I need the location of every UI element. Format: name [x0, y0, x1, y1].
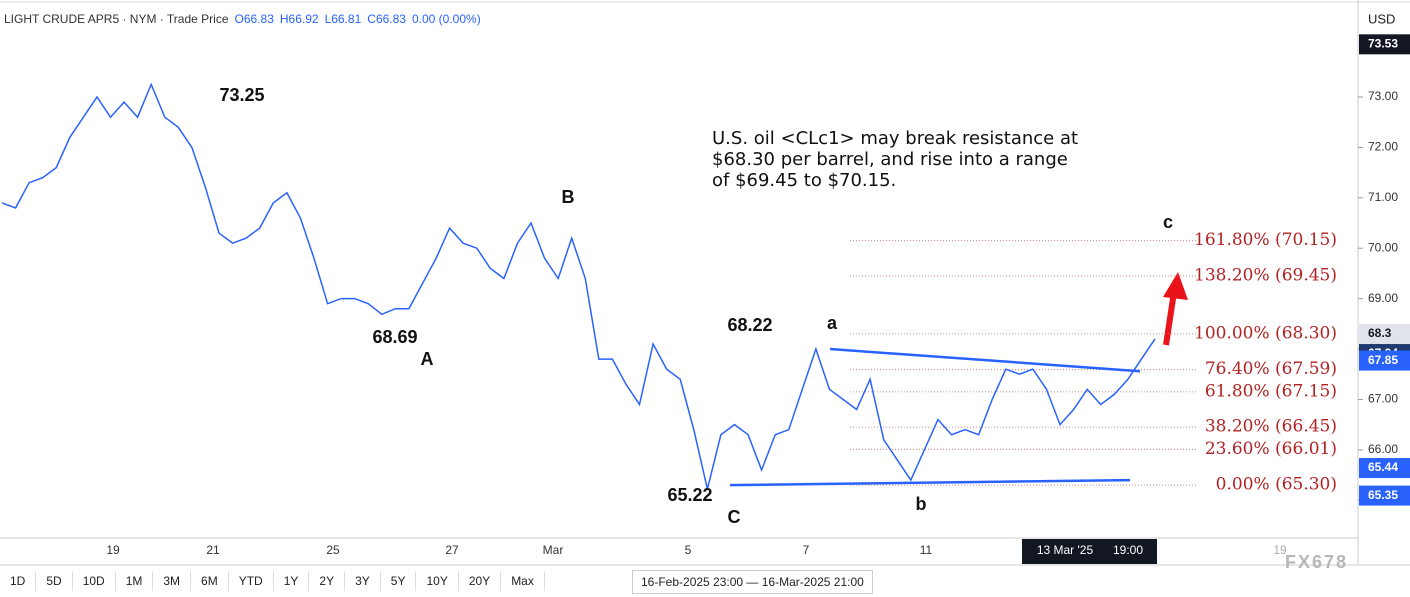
arrow-head [1163, 272, 1188, 300]
fib-label: 23.60% (66.01) [1205, 439, 1337, 459]
y-tick-label: 72.00 [1368, 140, 1398, 154]
range-button[interactable]: 20Y [459, 571, 502, 591]
x-tick-label: Mar [543, 543, 564, 557]
range-button[interactable]: YTD [229, 571, 274, 591]
price-tag-label: 65.44 [1368, 460, 1398, 474]
wave-label: C [728, 507, 741, 527]
annotation: U.S. oil <CLc1> may break resistance at [712, 128, 1078, 149]
price-tag [1359, 350, 1410, 371]
range-button[interactable]: 6M [191, 571, 229, 591]
trendline [729, 478, 1131, 487]
date-to: 16-Mar-2025 21:00 [761, 575, 864, 589]
wave-label: A [421, 349, 434, 369]
y-tick-label: 70.00 [1368, 240, 1398, 254]
range-button[interactable]: 1Y [274, 571, 310, 591]
currency[interactable]: USD [1368, 11, 1395, 26]
y-tick-label: 73.00 [1368, 89, 1398, 103]
wave-label: a [827, 313, 838, 333]
fib-label: 38.20% (66.45) [1205, 417, 1337, 437]
range-button[interactable]: 3Y [345, 571, 381, 591]
price-line [1, 82, 1156, 490]
annotation: $68.30 per barrel, and rise into a range [712, 149, 1068, 170]
x-tick-label: 19 [1273, 543, 1287, 557]
price-tag-label: 65.35 [1368, 488, 1398, 502]
fib-label: 161.80% (70.15) [1194, 230, 1337, 250]
watermark: FX678 [1285, 552, 1348, 572]
x-tick-label: 13 Mar '25 [1037, 543, 1094, 557]
fib-label: 138.20% (69.45) [1194, 265, 1337, 285]
x-tick-label: 21 [206, 543, 220, 557]
y-tick-label: 69.00 [1368, 291, 1398, 305]
y-tick-label: 66.00 [1368, 442, 1398, 456]
date-range[interactable]: 16-Feb-2025 23:00 — 16-Mar-2025 21:00 [632, 570, 873, 594]
range-toolbar: 1D 5D 10D 1M 3M 6M YTD 1Y 2Y 3Y 5Y 10Y 20Y Max [0, 570, 545, 592]
x-tick-label: 19:00 [1113, 543, 1143, 557]
price-tag [1359, 458, 1410, 479]
wave-label: B [562, 187, 575, 207]
x-tick-label: 25 [326, 543, 340, 557]
range-button[interactable]: 5D [36, 571, 73, 591]
fib-label: 76.40% (67.59) [1205, 359, 1337, 379]
range-button[interactable]: 2Y [309, 571, 346, 591]
annotation: of $69.45 to $70.15. [712, 170, 896, 191]
range-button[interactable]: 10Y [416, 571, 459, 591]
wave-label: 65.22 [667, 485, 712, 505]
range-button[interactable]: 5Y [381, 571, 417, 591]
wave-label: b [916, 494, 927, 514]
price-tag-label: 73.53 [1368, 36, 1398, 50]
wave-label: 73.25 [219, 85, 264, 105]
price-tag-label: 67.85 [1368, 353, 1398, 367]
wave-label: c [1163, 212, 1173, 232]
fib-label: 100.00% (68.30) [1194, 323, 1337, 343]
x-tick-label: 11 [920, 543, 933, 557]
trendline [829, 347, 1141, 373]
fib-label: 61.80% (67.15) [1205, 381, 1337, 401]
wave-label: 68.69 [372, 327, 417, 347]
range-button[interactable]: 1D [0, 571, 37, 591]
range-button[interactable]: 3M [153, 571, 192, 591]
price-tag [1359, 323, 1410, 344]
x-tick-label: 5 [685, 543, 692, 557]
crosshair-label-bg [1022, 539, 1157, 564]
arrow-shaft [1163, 291, 1177, 346]
range-button[interactable]: Max [501, 571, 545, 591]
date-from: 16-Feb-2025 23:00 [641, 575, 744, 589]
range-button[interactable]: 1M [116, 571, 154, 591]
x-tick-label: 7 [803, 543, 810, 557]
wave-label: 68.22 [727, 315, 772, 335]
x-tick-label: 27 [445, 543, 459, 557]
y-tick-label: 67.00 [1368, 392, 1398, 406]
y-tick-label: 71.00 [1368, 190, 1398, 204]
range-button[interactable]: 10D [73, 571, 116, 591]
fib-label: 0.00% (65.30) [1216, 475, 1337, 495]
price-tag-label: 68.3 [1368, 326, 1392, 340]
header: LIGHT CRUDE APR5 · NYM · Trade Price O66.… [4, 12, 481, 26]
price-tag [1359, 485, 1410, 506]
price-tag [1359, 34, 1410, 55]
x-tick-label: 19 [106, 543, 120, 557]
